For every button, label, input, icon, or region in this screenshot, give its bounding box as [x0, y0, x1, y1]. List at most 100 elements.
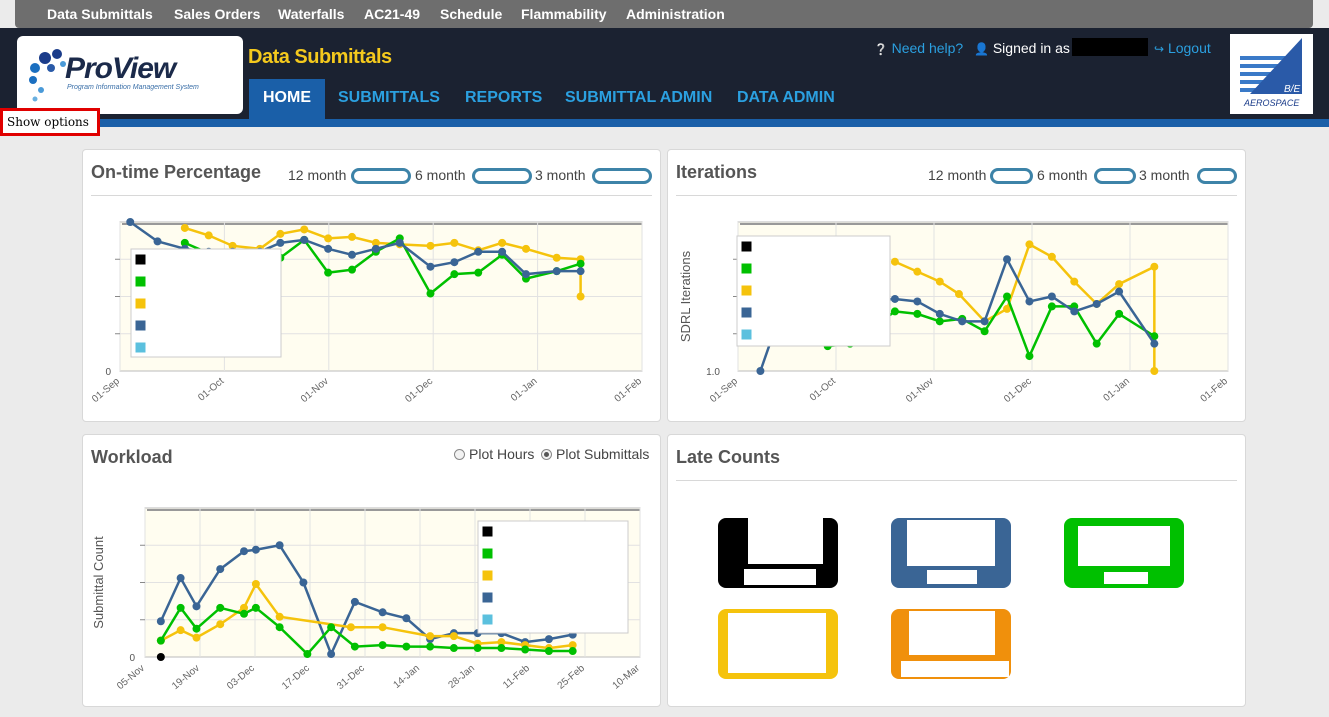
data-point — [1115, 309, 1124, 318]
data-point — [1047, 302, 1056, 311]
ontime-panel: On-time Percentage 12 month 6 month 3 mo… — [82, 149, 661, 422]
ontime-range-3-toggle[interactable] — [592, 168, 652, 184]
data-point — [153, 237, 162, 246]
data-point — [913, 267, 922, 276]
page-title: Data Submittals — [248, 46, 392, 68]
late-tile-label-redacted — [927, 570, 977, 584]
late-tile-blue[interactable] — [891, 518, 1011, 588]
data-point — [350, 597, 359, 606]
data-point — [1115, 287, 1124, 296]
iter-range-12-toggle[interactable] — [990, 168, 1033, 184]
x-tick-label: 01-Oct — [808, 376, 838, 404]
data-point — [216, 603, 225, 612]
data-point — [544, 647, 553, 656]
data-point — [450, 258, 459, 267]
iterations-panel: Iterations 12 month 6 month 3 month 01-S… — [667, 149, 1246, 422]
data-point — [552, 253, 561, 262]
menu-sales-orders[interactable]: Sales Orders — [174, 6, 261, 22]
x-tick-label: 03-Dec — [225, 663, 257, 692]
data-point — [522, 244, 530, 253]
data-point — [378, 641, 387, 650]
data-point — [576, 259, 585, 268]
menu-data-submittals[interactable]: Data Submittals — [47, 6, 153, 22]
x-tick-label: 01-Sep — [708, 376, 740, 405]
data-point — [568, 647, 577, 656]
series-line — [160, 581, 573, 650]
username-redacted — [1072, 38, 1148, 56]
logout-icon: ↪ — [1154, 42, 1165, 56]
iter-range-6-toggle[interactable] — [1094, 168, 1136, 184]
data-point — [324, 234, 333, 243]
data-point — [192, 633, 201, 642]
plot-hours-radio[interactable] — [454, 449, 465, 460]
show-options-button[interactable]: Show options — [0, 108, 100, 136]
iter-range-3-toggle[interactable] — [1197, 168, 1237, 184]
top-menu-bar: Data Submittals Sales Orders Waterfalls … — [15, 0, 1313, 28]
late-tile-label-redacted — [901, 661, 1009, 677]
data-point — [1150, 367, 1159, 375]
data-point — [348, 265, 356, 274]
proview-logo[interactable]: ProView Program Information Management S… — [17, 36, 243, 114]
menu-flammability[interactable]: Flammability — [521, 6, 607, 22]
ontime-range-6-label: 6 month — [415, 167, 466, 183]
legend-swatch — [481, 525, 494, 538]
legend-swatch — [134, 297, 147, 310]
data-point — [126, 218, 135, 226]
menu-administration[interactable]: Administration — [626, 6, 725, 22]
late-tile-orange[interactable] — [891, 609, 1011, 679]
legend-swatch — [740, 240, 753, 253]
menu-ac21-49[interactable]: AC21-49 — [364, 6, 421, 22]
logo-subtitle: Program Information Management System — [67, 84, 199, 91]
data-point — [756, 367, 765, 375]
data-point — [156, 636, 165, 645]
tab-reports[interactable]: REPORTS — [465, 89, 543, 106]
data-point — [890, 307, 899, 316]
legend-box — [130, 248, 282, 358]
data-point — [378, 608, 387, 617]
data-point — [251, 603, 260, 612]
late-tile-yellow[interactable] — [718, 609, 838, 679]
late-tile-black[interactable] — [718, 518, 838, 588]
menu-schedule[interactable]: Schedule — [440, 6, 503, 22]
y-tick-label: 0 — [129, 653, 135, 664]
data-point — [576, 292, 585, 301]
workload-panel: Workload Plot Hours Plot Submittals 05-N… — [82, 434, 661, 707]
tab-data-admin[interactable]: DATA ADMIN — [737, 89, 835, 106]
help-link[interactable]: ❔ Need help? — [874, 40, 963, 56]
x-tick-label: 01-Jan — [509, 376, 539, 404]
data-point — [426, 289, 435, 298]
x-tick-label: 05-Nov — [115, 663, 147, 692]
late-counts-panel: Late Counts — [667, 434, 1246, 707]
y-axis-label: Submittal Count — [91, 536, 106, 629]
tab-home[interactable]: HOME — [249, 79, 325, 119]
data-point — [1092, 339, 1101, 348]
iter-range-3-label: 3 month — [1139, 167, 1190, 183]
late-tile-value-redacted — [909, 611, 995, 655]
late-tile-label-redacted — [744, 569, 816, 585]
x-tick-label: 31-Dec — [335, 663, 367, 692]
menu-waterfalls[interactable]: Waterfalls — [278, 6, 345, 22]
late-tile-green[interactable] — [1064, 518, 1184, 588]
legend-swatch — [740, 262, 753, 275]
data-point — [348, 250, 356, 259]
data-point — [935, 277, 944, 286]
plot-submittals-option[interactable]: Plot Submittals — [541, 446, 649, 462]
ontime-range-12-toggle[interactable] — [351, 168, 411, 184]
tab-submittals[interactable]: SUBMITTALS — [338, 89, 440, 106]
tab-submittal-admin[interactable]: SUBMITTAL ADMIN — [565, 89, 713, 106]
data-point — [240, 603, 248, 612]
data-point — [890, 257, 899, 266]
plot-hours-option[interactable]: Plot Hours — [454, 446, 534, 462]
data-point — [544, 635, 553, 644]
plot-submittals-radio[interactable] — [541, 449, 552, 460]
ontime-range-6-toggle[interactable] — [472, 168, 532, 184]
iter-range-12-label: 12 month — [928, 167, 987, 183]
logout-link[interactable]: ↪ Logout — [1154, 40, 1211, 56]
late-tile-value-redacted — [907, 520, 995, 566]
legend-swatch — [740, 328, 753, 341]
dots-icon — [29, 49, 66, 102]
data-point — [216, 565, 225, 574]
x-tick-label: 14-Jan — [391, 663, 421, 691]
legend-swatch — [481, 613, 494, 626]
data-point — [521, 645, 530, 654]
